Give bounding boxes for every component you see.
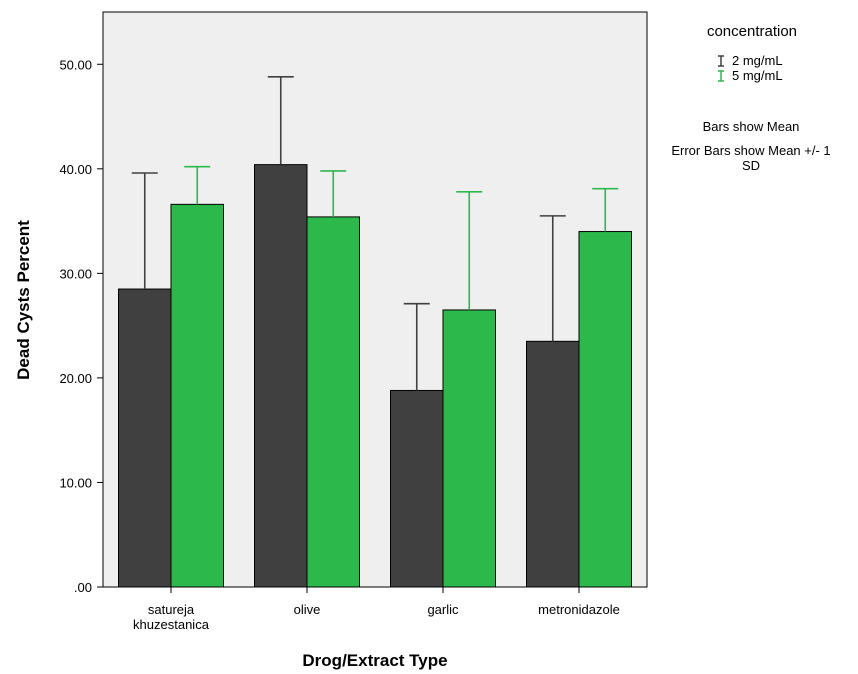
x-tick-label: metronidazole: [538, 602, 620, 617]
x-tick-label: olive: [294, 602, 321, 617]
y-axis: .00 10.00 20.00 30.00 40.00 50.00: [59, 57, 103, 595]
y-tick-label: 50.00: [59, 57, 92, 72]
x-tick-label: garlic: [427, 602, 459, 617]
y-tick-label: .00: [74, 580, 92, 595]
bar: [578, 231, 632, 588]
bar: [254, 164, 308, 588]
y-tick-label: 40.00: [59, 162, 92, 177]
legend-label: 5 mg/mL: [732, 68, 783, 83]
bar: [526, 340, 580, 588]
bar: [306, 216, 360, 588]
legend-label: 2 mg/mL: [732, 53, 783, 68]
x-axis-title: Drog/Extract Type: [302, 651, 447, 670]
y-tick-label: 30.00: [59, 266, 92, 281]
bar: [118, 288, 172, 588]
x-tick-label: satureja: [148, 602, 195, 617]
bars: [118, 76, 632, 588]
legend: concentration 2 mg/mL5 mg/mL Bars show M…: [671, 23, 830, 173]
x-tick-label: khuzestanica: [133, 617, 210, 632]
legend-symbol: [718, 55, 724, 67]
legend-note-error-bars: Error Bars show Mean +/- 1: [671, 143, 830, 158]
y-tick-label: 10.00: [59, 475, 92, 490]
legend-note-bars: Bars show Mean: [703, 119, 800, 134]
bar: [442, 309, 496, 588]
legend-symbol: [718, 70, 724, 82]
legend-note-sd: SD: [742, 158, 760, 173]
legend-title: concentration: [707, 23, 797, 40]
bar: [390, 389, 444, 588]
y-axis-title: Dead Cysts Percent: [14, 220, 33, 380]
y-tick-label: 20.00: [59, 371, 92, 386]
bar: [170, 203, 224, 588]
